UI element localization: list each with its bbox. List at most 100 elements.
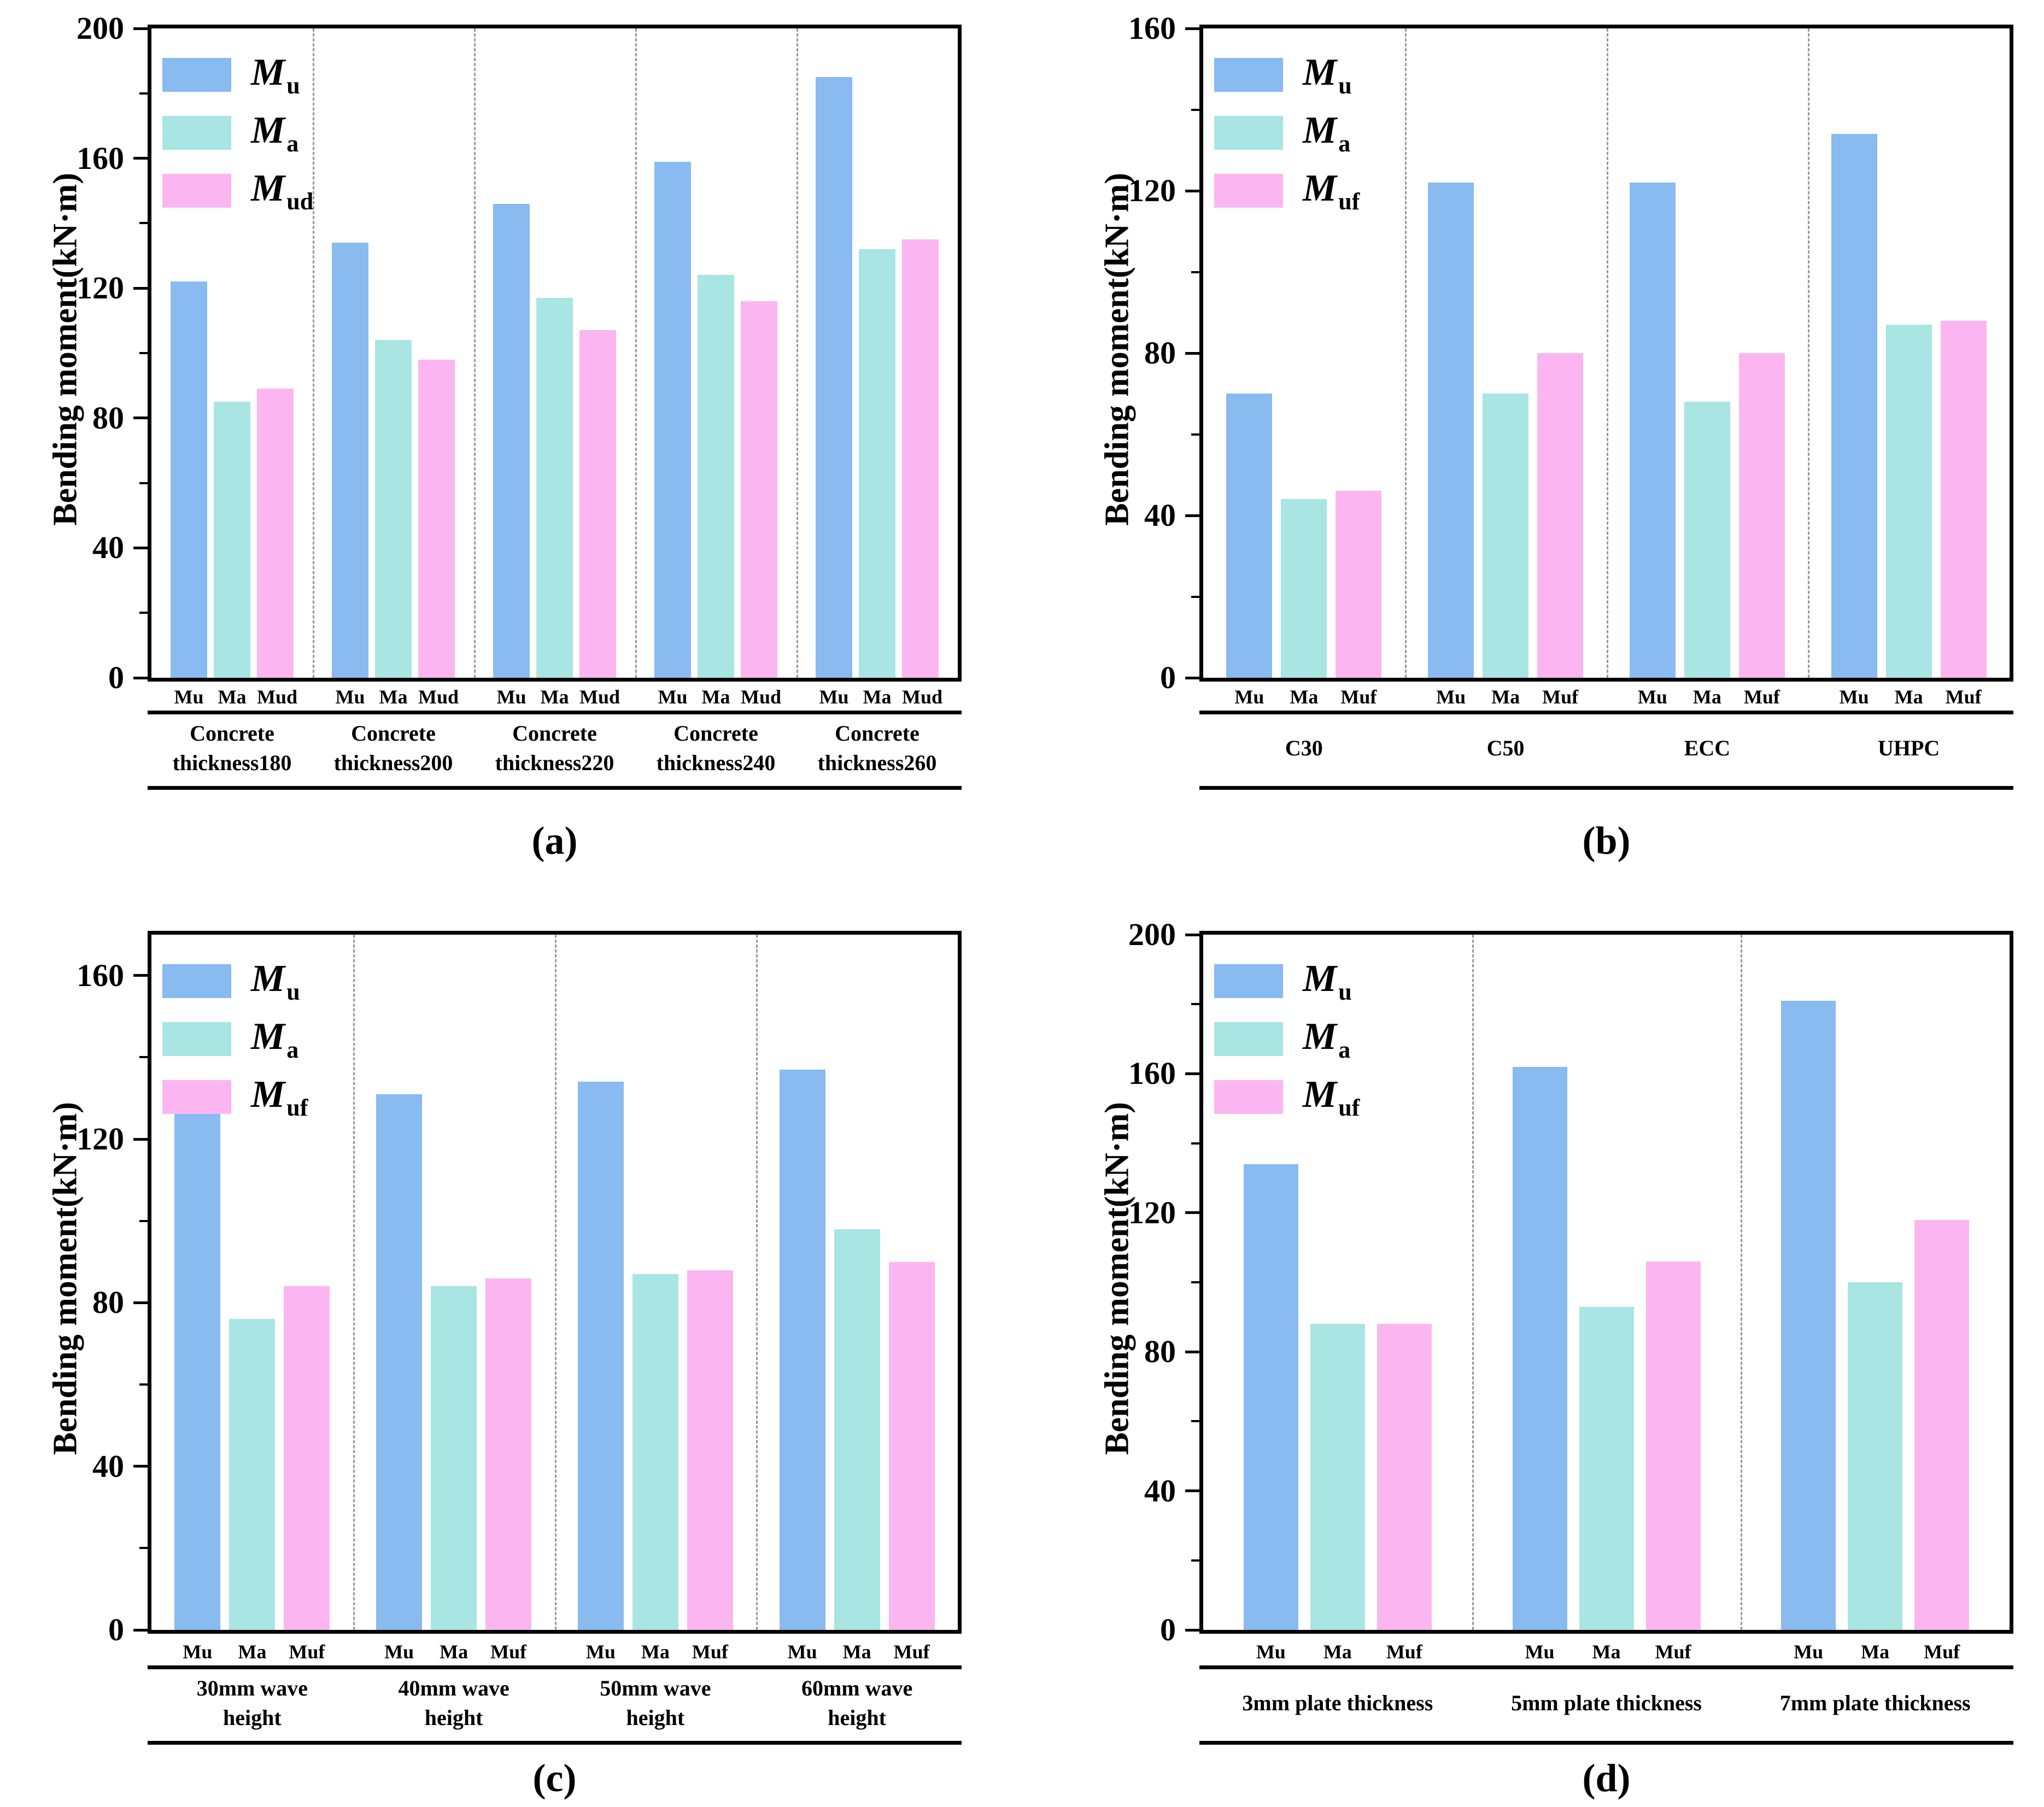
y-major-tick: [133, 286, 148, 290]
bar-tick-label: Mu: [384, 1641, 414, 1663]
bar-tick-label: Ma: [540, 686, 569, 708]
legend-swatch: [162, 1022, 231, 1056]
bar-mu: [174, 1106, 221, 1630]
bar-group: [1607, 28, 1808, 678]
y-major-tick: [1185, 933, 1199, 936]
group-label: 50mm wave height: [600, 1676, 711, 1730]
bar-muf: [888, 1262, 935, 1630]
y-tick-label: 80: [1144, 335, 1176, 371]
y-major-tick: [133, 1628, 148, 1632]
y-tick-label: 120: [77, 270, 124, 306]
group-label: Concrete thickness260: [817, 721, 937, 775]
bar-ma: [1281, 499, 1327, 678]
bar-group: [1472, 935, 1741, 1630]
bar-mu: [1512, 1066, 1567, 1630]
bar-tick-label: Ma: [238, 1641, 267, 1663]
bar-group: [756, 935, 958, 1630]
legend-swatch: [162, 58, 231, 92]
legend-row: Mud: [162, 169, 313, 215]
panel-c: Bending moment(kN·m) Mu Ma Muf 0 40 80 120 160…: [0, 904, 1022, 1807]
legend-row: Ma: [162, 112, 313, 157]
group-separator-line: [554, 935, 557, 1630]
bar-mud: [257, 389, 294, 678]
bar-tick-label: Ma: [863, 686, 892, 708]
y-tick-label: 80: [92, 1284, 124, 1321]
legend-row: Ma: [162, 1016, 308, 1064]
bar-tick-label: Mu: [1794, 1641, 1824, 1663]
y-minor-tick: [139, 482, 148, 484]
legend-label: Mu: [251, 958, 300, 1006]
bar-ma: [1483, 394, 1529, 678]
y-major-tick: [133, 546, 148, 549]
y-major-tick: [1185, 676, 1199, 679]
y-minor-tick: [139, 1547, 148, 1550]
bar-tick-label: Mud: [741, 686, 782, 708]
legend-label: Ma: [251, 1016, 299, 1064]
bar-tick-label-row: Mu Ma Muf Mu Ma Muf Mu Ma Muf Mu Ma Muf: [151, 1639, 958, 1664]
y-tick-label: 200: [1128, 917, 1176, 952]
y-minor-tick: [139, 612, 148, 614]
bar-tick-label-group: Mu Ma Muf: [1808, 684, 2010, 709]
group-label: Concrete thickness240: [656, 721, 776, 775]
bar-mud: [418, 359, 455, 678]
y-major-tick: [1185, 1628, 1199, 1632]
bars-layer: [1203, 28, 2010, 678]
y-tick-label: 80: [1144, 1334, 1176, 1370]
bar-tick-label-row: Mu Ma Mud Mu Ma Mud Mu Ma Mud Mu Ma Mud Mu Ma Mud: [151, 684, 958, 709]
y-minor-tick: [139, 222, 148, 225]
bar-muf: [1738, 353, 1785, 678]
bar-tick-label-group: Mu Ma Muf: [353, 1639, 555, 1664]
legend-label: Mu: [251, 51, 300, 99]
bar-ma: [1579, 1306, 1634, 1630]
bar-group: [151, 935, 353, 1630]
group-table-bottom-line: [1199, 1741, 2013, 1745]
bar-ma: [632, 1274, 678, 1630]
legend-row: Mu: [162, 958, 308, 1006]
y-minor-tick: [1191, 1420, 1199, 1423]
bar-tick-label-row: Mu Ma Muf Mu Ma Muf Mu Ma Muf: [1203, 1639, 2010, 1664]
y-major-tick: [133, 1301, 148, 1304]
bar-tick-label: Muf: [1340, 686, 1377, 708]
bar-tick-label-group: Mu Ma Muf: [1203, 1639, 1472, 1664]
bar-mu: [577, 1082, 624, 1630]
group-label-row: Concrete thickness180 Concrete thickness200…: [151, 711, 958, 786]
group-label: Concrete thickness180: [172, 721, 292, 775]
y-minor-tick: [1191, 271, 1199, 273]
legend-swatch: [162, 964, 231, 998]
y-tick-label: 160: [1128, 10, 1176, 46]
bar-mu: [1831, 134, 1877, 678]
legend-row: Muf: [162, 1073, 308, 1122]
plot-area: Mu Ma Muf 0 40 80 120 160: [77, 931, 962, 1646]
bar-tick-label-group: Mu Ma Muf: [1741, 1639, 2010, 1664]
panel-caption: (a): [531, 819, 578, 863]
bar-group: [1808, 28, 2010, 678]
y-tick-label: 0: [1160, 1612, 1176, 1647]
legend-swatch: [162, 116, 231, 150]
y-tick-label: 0: [108, 1612, 124, 1647]
y-minor-tick: [1191, 433, 1199, 436]
legend-label: Muf: [251, 1073, 308, 1122]
bar-muf: [1645, 1261, 1701, 1630]
plot-area: Mu Ma Mud 0 40 80 120 160 200: [77, 13, 962, 694]
y-tick-label: 40: [92, 1448, 124, 1484]
group-label: UHPC: [1877, 736, 1940, 760]
legend-swatch: [162, 1080, 231, 1114]
legend-label: Mu: [1303, 51, 1352, 99]
bar-tick-label: Muf: [1386, 1641, 1422, 1663]
panel-caption: (b): [1582, 819, 1631, 863]
bar-tick-label: Mu: [787, 1641, 817, 1663]
group-table-bottom-line: [148, 1741, 962, 1745]
bar-mu: [1428, 183, 1474, 678]
bar-mu: [1629, 183, 1676, 678]
y-axis-title: Bending moment(kN·m): [1098, 1102, 1136, 1455]
bar-mu: [171, 281, 207, 678]
y-major-tick: [133, 1137, 148, 1141]
group-separator-line: [756, 935, 758, 1630]
bar-muf: [1914, 1219, 1970, 1630]
panel-a: Bending moment(kN·m) Mu Ma Mud 0 40 80 120 160…: [0, 0, 1022, 904]
bar-tick-label: Ma: [218, 686, 247, 708]
bar-ma: [1310, 1324, 1365, 1630]
y-major-tick: [133, 1465, 148, 1468]
group-separator-line: [313, 28, 314, 678]
y-minor-tick: [139, 1219, 148, 1222]
